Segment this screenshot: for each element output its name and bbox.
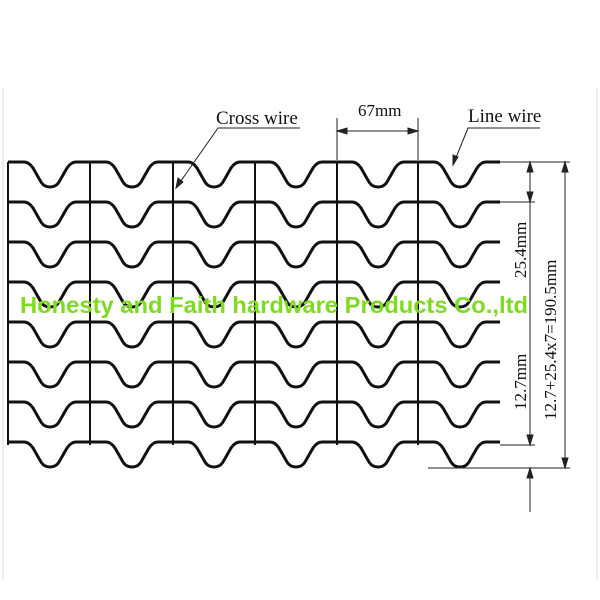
line-wire <box>8 280 500 309</box>
line-wire <box>8 240 500 269</box>
arrow-head <box>526 160 534 173</box>
arrow-head <box>561 160 569 173</box>
arrow-head <box>526 191 534 204</box>
line-wire <box>8 160 500 189</box>
pitch-vertical-label: 25.4mm <box>511 222 530 278</box>
edge-offset-label: 12.7mm <box>511 354 530 410</box>
line-wire <box>8 200 500 229</box>
leader-arrow <box>175 177 184 190</box>
arrow-head <box>526 466 534 479</box>
arrow-head <box>407 127 420 135</box>
line-wire <box>8 360 500 389</box>
cross-wire-label: Cross wire <box>216 108 298 129</box>
total-height-label: 12.7+25.4x7=190.5mm <box>541 260 560 420</box>
arrow-head <box>561 457 569 470</box>
watermark: Honesty and Faith hardware Products Co.,… <box>20 292 528 318</box>
arrow-head <box>335 127 348 135</box>
line-wire <box>8 400 500 429</box>
wire-mesh <box>7 160 500 469</box>
arrow-head <box>526 434 534 447</box>
line-wire <box>8 320 500 349</box>
line-wire <box>8 440 500 469</box>
line-wire-leader <box>452 127 540 166</box>
cross-wire-leader <box>175 127 300 189</box>
dimension-lines <box>175 118 570 512</box>
pitch-horizontal-label: 67mm <box>358 101 401 120</box>
line-wire-label: Line wire <box>468 106 541 127</box>
leader-arrow <box>452 154 459 167</box>
